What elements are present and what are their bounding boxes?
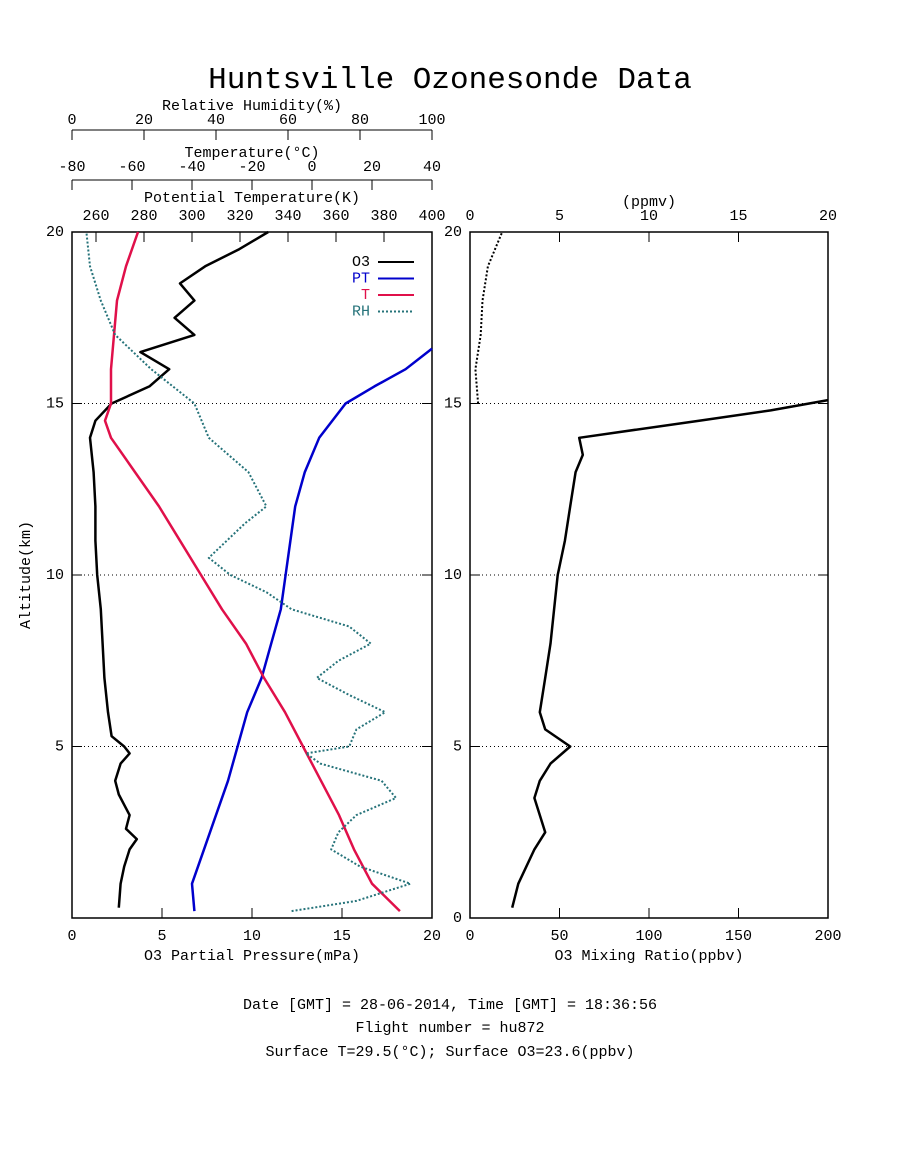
x-tick-label: 20: [423, 928, 441, 945]
top-tick-label: 20: [819, 208, 837, 225]
top-tick-label: 100: [418, 112, 445, 129]
x-tick-label: 100: [635, 928, 662, 945]
top-tick-label: 10: [640, 208, 658, 225]
legend-label: PT: [352, 270, 370, 287]
y-tick-label: 5: [55, 738, 64, 755]
x-tick-label: 0: [67, 928, 76, 945]
x-tick-label: 50: [550, 928, 568, 945]
y-tick-label: 15: [46, 395, 64, 412]
top-tick-label: 40: [207, 112, 225, 129]
top-tick-label: 0: [67, 112, 76, 129]
x-tick-label: 0: [465, 928, 474, 945]
top-tick-label: 0: [307, 159, 316, 176]
top-tick-label: 360: [322, 208, 349, 225]
top-tick-label: 20: [363, 159, 381, 176]
legend-label: RH: [352, 303, 370, 320]
top-tick-label: 0: [465, 208, 474, 225]
x-axis-label: O3 Mixing Ratio(ppbv): [554, 948, 743, 965]
series-line: [510, 398, 829, 909]
top-tick-label: 20: [135, 112, 153, 129]
top-tick-label: 40: [423, 159, 441, 176]
y-tick-label: 15: [444, 395, 462, 412]
y-tick-label: 10: [444, 567, 462, 584]
y-tick-label: 20: [444, 224, 462, 241]
x-tick-label: 5: [157, 928, 166, 945]
y-tick-label: 5: [453, 738, 462, 755]
x-tick-label: 15: [333, 928, 351, 945]
top-tick-label: 280: [130, 208, 157, 225]
top-tick-label: 340: [274, 208, 301, 225]
top-tick-label: 15: [729, 208, 747, 225]
top-axis-label: (ppmv): [622, 194, 676, 211]
series-line: [88, 230, 269, 908]
y-axis-label: Altitude(km): [18, 521, 35, 629]
top-axis-label: Temperature(°C): [184, 145, 319, 162]
series-line: [190, 347, 433, 912]
top-tick-label: -60: [118, 159, 145, 176]
top-tick-label: -40: [178, 159, 205, 176]
top-tick-label: 260: [82, 208, 109, 225]
x-tick-label: 10: [243, 928, 261, 945]
footer-line: Date [GMT] = 28-06-2014, Time [GMT] = 18…: [243, 997, 657, 1014]
top-tick-label: 320: [226, 208, 253, 225]
top-axis-label: Potential Temperature(K): [144, 190, 360, 207]
top-tick-label: -20: [238, 159, 265, 176]
y-tick-label: 0: [453, 910, 462, 927]
x-tick-label: 200: [814, 928, 841, 945]
footer-line: Flight number = hu872: [355, 1020, 544, 1037]
top-axis-label: Relative Humidity(%): [162, 98, 342, 115]
top-tick-label: 380: [370, 208, 397, 225]
series-line: [85, 231, 412, 913]
series-line: [103, 231, 401, 912]
footer-line: Surface T=29.5(°C); Surface O3=23.6(ppbv…: [265, 1044, 634, 1061]
top-tick-label: 5: [555, 208, 564, 225]
title: Huntsville Ozonesonde Data: [208, 63, 692, 98]
series-line: [474, 231, 504, 404]
legend-label: O3: [352, 254, 370, 271]
top-tick-label: 400: [418, 208, 445, 225]
top-tick-label: 60: [279, 112, 297, 129]
top-tick-label: 80: [351, 112, 369, 129]
x-axis-label: O3 Partial Pressure(mPa): [144, 948, 360, 965]
y-tick-label: 20: [46, 224, 64, 241]
x-tick-label: 150: [725, 928, 752, 945]
top-tick-label: -80: [58, 159, 85, 176]
y-tick-label: 10: [46, 567, 64, 584]
legend-label: T: [361, 287, 370, 304]
top-tick-label: 300: [178, 208, 205, 225]
